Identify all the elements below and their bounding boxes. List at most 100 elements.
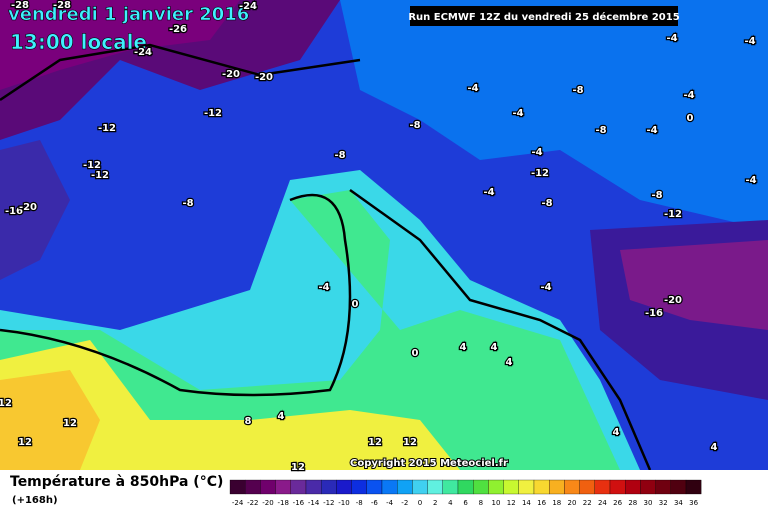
warm-zone xyxy=(0,190,620,470)
colorbar-label: -12 xyxy=(323,499,334,507)
colorbar-label: 30 xyxy=(644,499,653,507)
colorbar-label: -16 xyxy=(293,499,305,507)
colorbar-swatch xyxy=(290,479,307,495)
contour-label: 4 xyxy=(491,342,498,353)
colorbar-swatch xyxy=(488,479,504,495)
colorbar-swatch xyxy=(229,479,246,495)
contour-label: 12 xyxy=(18,437,32,448)
contour-label: 0 xyxy=(687,113,694,124)
colorbar-swatch xyxy=(442,479,459,495)
colorbar-label: 0 xyxy=(418,499,422,507)
colorbar-swatch xyxy=(473,479,489,495)
colorbar-label: -14 xyxy=(308,499,320,507)
colorbar-swatch xyxy=(427,479,443,495)
colorbar-swatch xyxy=(609,479,626,495)
contour-label: -8 xyxy=(651,190,662,201)
contour-label: -4 xyxy=(531,147,542,158)
run-info: Run ECMWF 12Z du vendredi 25 décembre 20… xyxy=(408,11,679,23)
contour-label: -20 xyxy=(19,202,37,213)
contour-label: -12 xyxy=(664,209,682,220)
colorbar-label: 8 xyxy=(479,499,483,507)
colorbar-swatch xyxy=(518,479,535,495)
colorbar-label: 22 xyxy=(583,499,592,507)
colorbar-label: 16 xyxy=(537,499,546,507)
contour-label: -16 xyxy=(5,206,23,217)
contour-label: -4 xyxy=(512,108,523,119)
contour-label: 0 xyxy=(412,348,419,359)
colorbar-swatch xyxy=(503,479,519,495)
contour-label: -8 xyxy=(409,120,420,131)
colorbar-swatch xyxy=(457,479,474,495)
colorbar-swatch xyxy=(397,479,413,495)
contour-label: -8 xyxy=(541,198,552,209)
contour-label: -24 xyxy=(134,47,152,58)
colorbar-swatch xyxy=(260,479,276,495)
cold-pocket xyxy=(0,140,70,280)
colorbar-label: 12 xyxy=(507,499,516,507)
contour-label: 12 xyxy=(403,437,417,448)
contour-label: -12 xyxy=(531,168,549,179)
colorbar-label: -6 xyxy=(371,499,379,507)
colorbar-swatch xyxy=(245,479,261,495)
colorbar-label: 24 xyxy=(598,499,607,507)
colorbar-swatch xyxy=(670,479,687,495)
colorbar-swatch xyxy=(381,479,398,495)
contour-label: 0 xyxy=(352,299,359,310)
contour-label: -4 xyxy=(318,282,329,293)
colorbar-swatch xyxy=(640,479,656,495)
contour-label: -8 xyxy=(182,198,193,209)
contour-label: -20 xyxy=(664,295,682,306)
colorbar-label: -18 xyxy=(277,499,288,507)
colorbar-label: 6 xyxy=(463,499,468,507)
contour-label: -12 xyxy=(91,170,109,181)
contour-label: -8 xyxy=(334,150,345,161)
colorbar-label: 18 xyxy=(552,499,561,507)
time: 13:00 locale xyxy=(10,30,147,54)
colorbar-label: 4 xyxy=(448,499,453,507)
colorbar-label: -2 xyxy=(401,499,408,507)
contour-label: -12 xyxy=(83,160,101,171)
contour-label: -26 xyxy=(169,24,187,35)
contour-label: -20 xyxy=(222,69,240,80)
colorbar-label: -24 xyxy=(232,499,244,507)
contour-label: 4 xyxy=(460,342,467,353)
contour-label: -4 xyxy=(683,90,694,101)
contour-label: -28 xyxy=(11,0,29,11)
contour-label: -4 xyxy=(745,175,756,186)
contour-label: -4 xyxy=(666,33,677,44)
contour-label: -4 xyxy=(483,187,494,198)
contour-label: -8 xyxy=(595,125,606,136)
contour-label: 4 xyxy=(506,357,513,368)
lead-time: (+168h) xyxy=(12,495,58,506)
colorbar-swatch xyxy=(625,479,641,495)
contour-label: -8 xyxy=(572,85,583,96)
contour-label: 4 xyxy=(613,427,620,438)
contour-label: -4 xyxy=(467,83,478,94)
contour-label: -12 xyxy=(98,123,116,134)
colorbar-swatch xyxy=(579,479,595,495)
contour-label: -4 xyxy=(540,282,551,293)
contour-label: 4 xyxy=(278,411,285,422)
footer-title: Température à 850hPa (°C) xyxy=(10,474,223,490)
contour-label: -4 xyxy=(744,36,755,47)
colorbar-swatch xyxy=(533,479,550,495)
colorbar-swatch xyxy=(321,479,337,495)
hot-core xyxy=(0,370,100,470)
contour-label: 12 xyxy=(368,437,382,448)
east-core xyxy=(620,240,768,330)
colorbar-swatch xyxy=(549,479,565,495)
colorbar-swatch xyxy=(685,479,702,495)
colorbar-swatch xyxy=(564,479,580,495)
colorbar-swatch xyxy=(336,479,352,495)
colorbar-label: 10 xyxy=(492,499,501,507)
run-box xyxy=(410,6,678,26)
colorbar-swatch xyxy=(305,479,322,495)
colorbar-swatch xyxy=(655,479,671,495)
date: vendredi 1 janvier 2016 xyxy=(8,4,249,25)
zero-isotherm xyxy=(0,43,652,471)
colorbar-label: -10 xyxy=(338,499,349,507)
contour-label: 12 xyxy=(0,398,12,409)
contour-label: -24 xyxy=(239,1,257,12)
contour-label: 12 xyxy=(63,418,77,429)
